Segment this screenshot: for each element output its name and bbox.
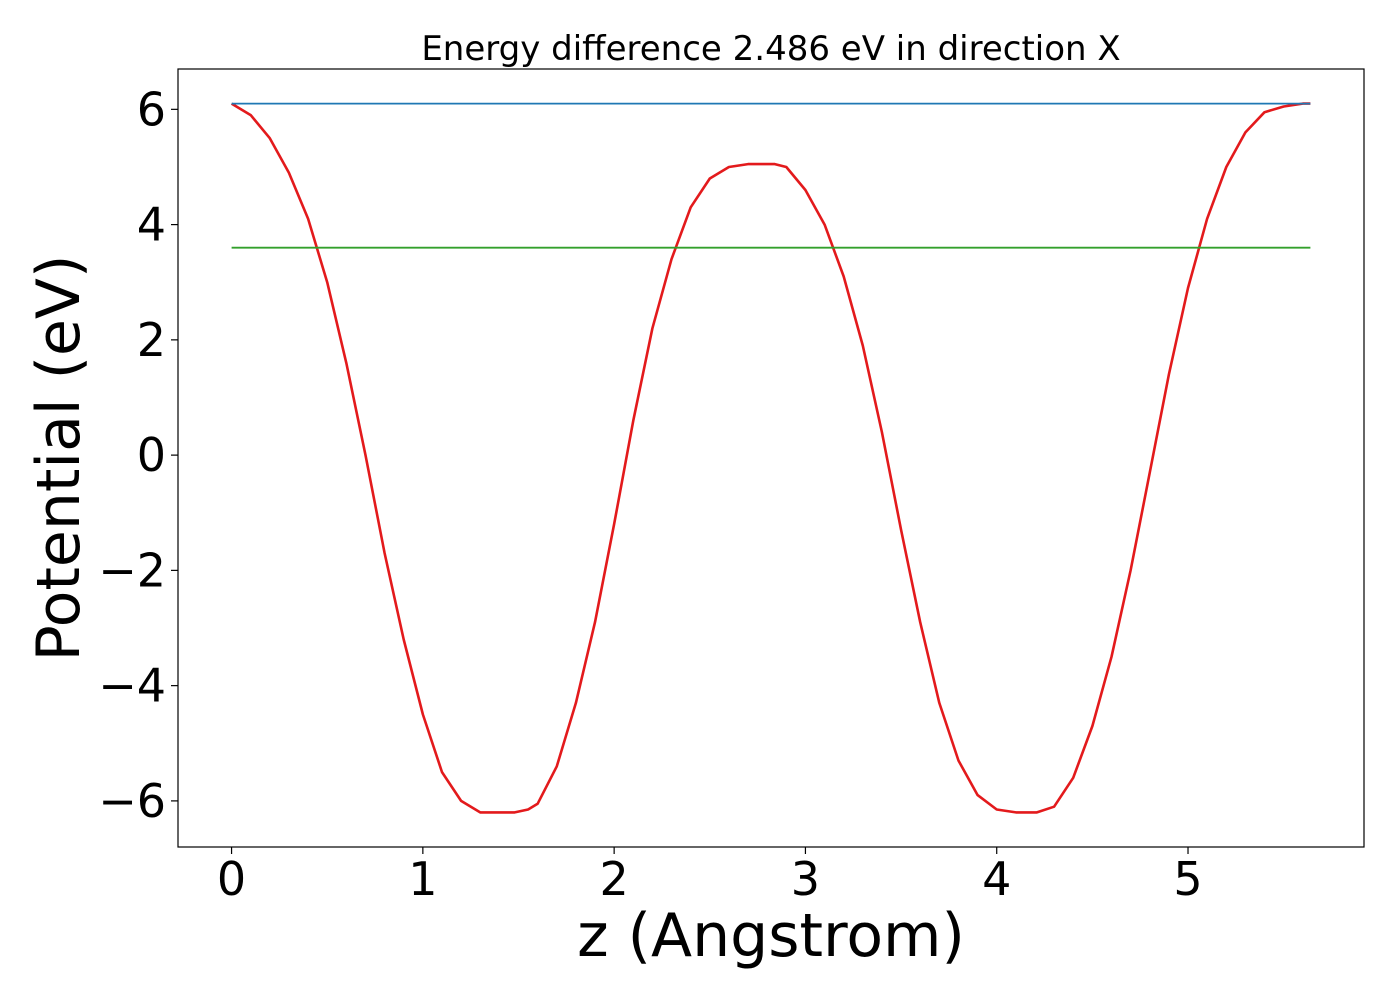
x-tick-label: 1 [408, 852, 437, 906]
y-tick-label: 6 [137, 82, 166, 136]
x-tick-label: 3 [791, 852, 820, 906]
y-tick-label: 0 [137, 428, 166, 482]
x-tick-label: 5 [1173, 852, 1202, 906]
y-axis: 6 4 2 0 −2 −4 −6 [98, 82, 178, 828]
x-tick-label: 0 [217, 852, 246, 906]
potential-curve-line [230, 102, 1311, 814]
y-axis-label: Potential (eV) [24, 255, 94, 662]
y-tick-label: −6 [98, 774, 166, 828]
x-axis: 0 1 2 3 4 5 [217, 847, 1203, 906]
chart-title: Energy difference 2.486 eV in direction … [421, 29, 1120, 69]
x-axis-label: z (Angstrom) [577, 901, 965, 971]
y-tick-label: −2 [98, 543, 166, 597]
series-layer [230, 102, 1311, 814]
y-tick-label: 4 [137, 198, 166, 252]
plot-frame [177, 68, 1365, 848]
x-tick-label: 4 [982, 852, 1011, 906]
y-tick-label: −4 [98, 659, 166, 713]
x-tick-label: 2 [600, 852, 629, 906]
y-tick-label: 2 [137, 313, 166, 367]
